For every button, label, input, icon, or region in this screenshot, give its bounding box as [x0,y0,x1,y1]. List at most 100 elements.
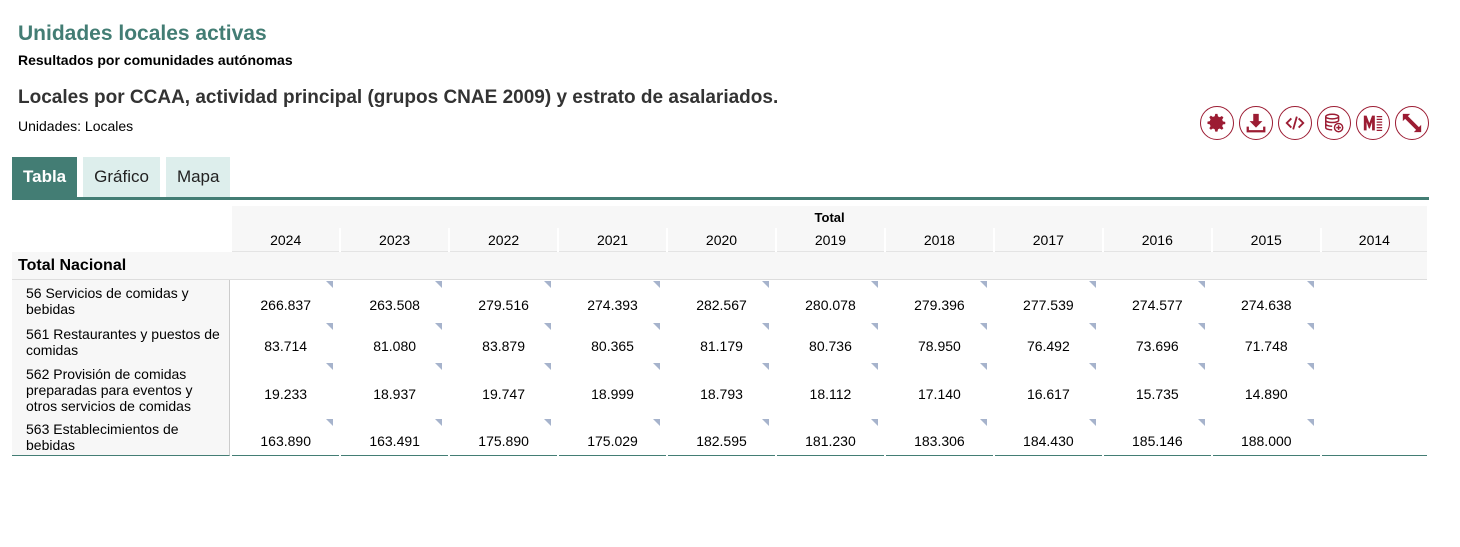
value-cell: 73.696 [1104,322,1211,362]
cell-note-corner-icon[interactable] [870,363,878,370]
corner-cell [12,228,231,252]
cell-note-corner-icon[interactable] [653,323,661,330]
cell-note-corner-icon[interactable] [979,281,987,288]
row-label: 561 Restaurantes y puestos de comidas [12,322,231,362]
cell-note-corner-icon[interactable] [326,281,334,288]
cell-note-corner-icon[interactable] [435,363,443,370]
year-header[interactable]: 2021 [559,228,667,252]
value-cell: 277.539 [995,280,1102,322]
cell-note-corner-icon[interactable] [653,281,661,288]
value-cell: 175.029 [559,418,667,456]
embed-code-button[interactable] [1278,106,1312,140]
cell-note-corner-icon[interactable] [979,363,987,370]
table-row: 563 Establecimientos de bebidas 163.890 16… [12,418,1427,456]
year-header[interactable]: 2014 [1321,228,1427,252]
value-cell: 274.393 [559,280,666,322]
cell-value: 17.140 [917,386,961,402]
cell-note-corner-icon[interactable] [1306,363,1314,370]
cell-note-corner-icon[interactable] [544,323,552,330]
value-cell: 19.747 [450,362,557,418]
tab-grafico[interactable]: Gráfico [83,157,160,197]
page-subtitle: Resultados por comunidades autónomas [18,52,293,68]
year-header[interactable]: 2015 [1212,228,1320,252]
year-header[interactable]: 2019 [776,228,884,252]
cell-note-corner-icon[interactable] [761,323,769,330]
value-cell: 18.793 [668,362,775,418]
tab-divider [12,197,1429,200]
cell-note-corner-icon[interactable] [435,323,443,330]
value-cell: 185.146 [1103,418,1211,456]
value-cell: 83.879 [450,322,557,362]
cell-value: 80.365 [591,338,634,354]
cell-note-corner-icon[interactable] [653,419,661,426]
year-header[interactable]: 2017 [994,228,1102,252]
value-cell: 15.735 [1104,362,1211,418]
cell-value: 19.747 [482,386,525,402]
cell-note-corner-icon[interactable] [870,419,878,426]
cell-value: 18.793 [700,386,743,402]
cell-value: 274.577 [1132,297,1183,313]
cell-value: 163.491 [369,432,420,449]
year-header[interactable]: 2020 [668,228,775,252]
cell-note-corner-icon[interactable] [544,363,552,370]
cell-note-corner-icon[interactable] [1306,323,1314,330]
cell-note-corner-icon[interactable] [544,419,552,426]
cell-note-corner-icon[interactable] [870,281,878,288]
cell-value: 175.029 [587,432,638,449]
cell-note-corner-icon[interactable] [1088,323,1096,330]
value-cell: 279.396 [886,280,993,322]
cell-note-corner-icon[interactable] [979,419,987,426]
download-button[interactable] [1239,106,1273,140]
cell-note-corner-icon[interactable] [1197,281,1205,288]
settings-button[interactable] [1200,106,1234,140]
tab-mapa[interactable]: Mapa [165,157,231,197]
cell-note-corner-icon[interactable] [761,419,769,426]
corner-cell [12,206,231,228]
value-cell [1322,280,1427,322]
download-icon [1246,113,1266,133]
year-header[interactable]: 2024 [232,228,340,252]
cell-note-corner-icon[interactable] [1088,281,1096,288]
cell-value: 163.890 [260,432,311,449]
value-cell: 182.595 [668,418,775,456]
cell-value: 14.890 [1244,386,1288,402]
cell-value: 188.000 [1240,432,1292,449]
add-database-button[interactable] [1317,106,1351,140]
cell-value: 76.492 [1026,338,1070,354]
cell-note-corner-icon[interactable] [1306,281,1314,288]
cell-note-corner-icon[interactable] [435,419,443,426]
cell-note-corner-icon[interactable] [1088,419,1096,426]
cell-value: 263.508 [369,297,420,313]
cell-note-corner-icon[interactable] [326,419,334,426]
cell-note-corner-icon[interactable] [326,323,334,330]
cell-note-corner-icon[interactable] [1088,363,1096,370]
cell-note-corner-icon[interactable] [1306,419,1314,426]
gear-icon [1207,113,1226,132]
units-label: Unidades: Locales [18,118,134,134]
value-cell: 181.230 [776,418,884,456]
year-header[interactable]: 2016 [1103,228,1211,252]
cell-note-corner-icon[interactable] [761,281,769,288]
cell-note-corner-icon[interactable] [544,281,552,288]
year-header[interactable]: 2018 [885,228,993,252]
cell-note-corner-icon[interactable] [326,363,334,370]
cell-note-corner-icon[interactable] [435,281,443,288]
value-cell: 274.577 [1104,280,1211,322]
year-header[interactable]: 2023 [341,228,449,252]
cell-note-corner-icon[interactable] [1197,419,1205,426]
metadata-button[interactable] [1356,106,1390,140]
cell-value: 184.430 [1023,432,1074,449]
year-header[interactable]: 2022 [450,228,558,252]
value-cell: 280.078 [777,280,884,322]
value-cell [1321,418,1427,456]
fullscreen-button[interactable] [1395,106,1429,140]
cell-value: 81.179 [700,338,743,354]
tab-tabla[interactable]: Tabla [12,157,78,197]
cell-note-corner-icon[interactable] [870,323,878,330]
cell-note-corner-icon[interactable] [1197,363,1205,370]
metadata-icon [1363,115,1383,131]
cell-note-corner-icon[interactable] [979,323,987,330]
cell-note-corner-icon[interactable] [761,363,769,370]
cell-note-corner-icon[interactable] [653,363,661,370]
cell-note-corner-icon[interactable] [1197,323,1205,330]
